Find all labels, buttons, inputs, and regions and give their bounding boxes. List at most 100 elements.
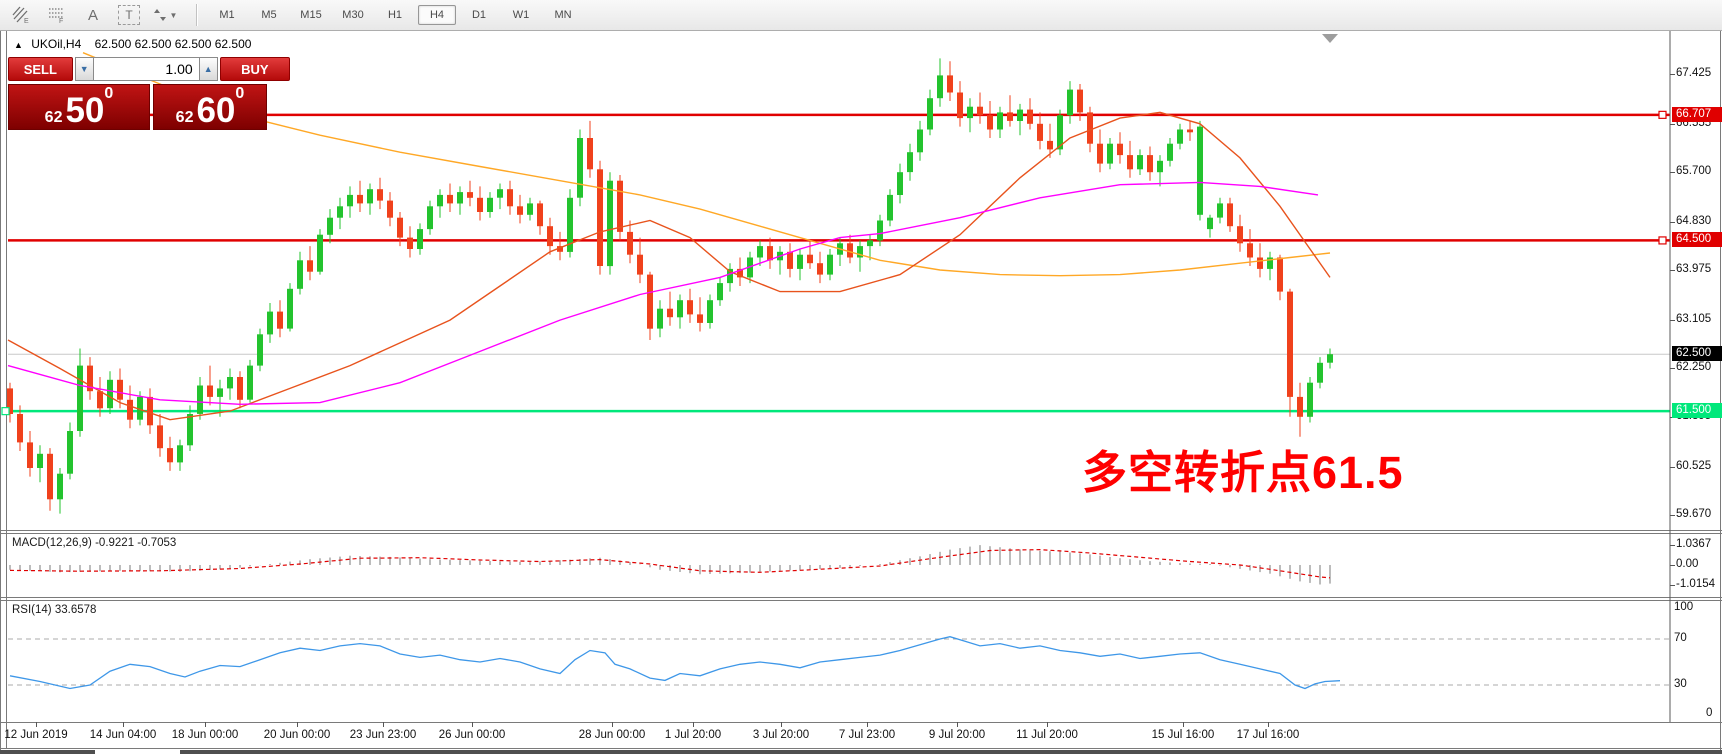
text-box-icon[interactable]: T (118, 5, 140, 25)
svg-text:E: E (24, 18, 29, 24)
candle-body (1187, 129, 1193, 133)
arrows-icon[interactable]: ▼ (146, 3, 184, 27)
candle-body (127, 399, 133, 420)
candle-body (507, 189, 513, 207)
timeframe-bar: M1 M5 M15 M30 H1 H4 D1 W1 MN (206, 5, 584, 25)
timeframe-button-h1[interactable]: H1 (387, 9, 403, 21)
candle-body (827, 254, 833, 275)
sell-button[interactable]: SELL (8, 57, 73, 81)
macd-label: MACD(12,26,9) -0.9221 -0.7053 (12, 537, 177, 549)
candle-body (1017, 109, 1023, 121)
buy-price-display[interactable]: 62 60 0 (153, 84, 267, 130)
candle-body (1037, 123, 1043, 141)
candle-body (387, 200, 393, 218)
candle-body (27, 442, 33, 468)
horizontal-scrollbar-thumb[interactable] (0, 750, 95, 754)
candle-body (1167, 143, 1173, 161)
candle-body (337, 206, 343, 218)
candle-body (737, 268, 743, 278)
candle-body (197, 385, 203, 414)
candle-body (157, 425, 163, 449)
buy-price-sup: 0 (235, 85, 245, 102)
volume-increase-button[interactable]: ▲ (198, 57, 218, 81)
rsi-label: RSI(14) 33.6578 (12, 604, 97, 616)
candle-body (797, 254, 803, 269)
candle-body (1327, 354, 1333, 363)
horizontal-scrollbar-track[interactable] (180, 750, 1722, 754)
scroll-to-end-icon[interactable] (1322, 34, 1338, 43)
symbol-title: UKOil,H4 (31, 37, 82, 51)
candle-body (437, 194, 443, 207)
timeframe-button-m30[interactable]: M30 (342, 9, 364, 21)
candle-body (727, 268, 733, 284)
window-left-border (0, 30, 1, 754)
candle-body (467, 192, 473, 198)
sell-price-base: 62 (44, 109, 63, 126)
collapse-arrow-icon[interactable]: ▲ (14, 40, 23, 50)
dropdown-caret-icon: ▼ (169, 10, 178, 20)
candle-body (1217, 203, 1223, 218)
rsi-line (9, 636, 1341, 690)
candle-body (307, 260, 313, 272)
candle-body (327, 217, 333, 235)
candle-body (547, 226, 553, 247)
candle-body (647, 274, 653, 329)
magenta-ma-line (7, 181, 1319, 406)
candle-body (857, 246, 863, 258)
pitchfork-icon[interactable]: E (6, 3, 36, 27)
toolbar: E F A T ▼ M1 M5 M15 M30 H1 H4 D1 W1 MN (0, 0, 1722, 31)
candle-body (917, 129, 923, 153)
buy-button[interactable]: BUY (219, 57, 290, 81)
candle-body (757, 246, 763, 258)
candle-body (37, 453, 43, 468)
candle-body (767, 246, 773, 261)
candle-body (1277, 257, 1283, 292)
rsi-splitter-bottom[interactable] (0, 600, 1722, 601)
scrollbar-border (0, 748, 1722, 749)
line-anchor (1658, 236, 1667, 245)
timeframe-button-m1[interactable]: M1 (219, 9, 235, 21)
volume-decrease-button[interactable]: ▼ (74, 57, 94, 81)
candle-body (1067, 89, 1073, 116)
timeframe-button-m5[interactable]: M5 (261, 9, 277, 21)
candle-body (1137, 155, 1143, 170)
timeframe-button-w1[interactable]: W1 (512, 9, 530, 21)
candle-body (617, 180, 623, 232)
chart-left-border (6, 30, 7, 748)
candle-body (317, 234, 323, 272)
candle-body (967, 106, 973, 119)
candle-body (1227, 203, 1233, 227)
timeframe-button-d1[interactable]: D1 (471, 9, 487, 21)
candle-body (237, 377, 243, 400)
candle-body (227, 377, 233, 389)
candle-body (907, 152, 913, 173)
candle-body (397, 217, 403, 238)
candle-body (167, 448, 173, 463)
candle-body (657, 308, 663, 329)
candle-body (1297, 396, 1303, 417)
candle-body (807, 254, 813, 264)
buy-price-big: 60 (196, 91, 236, 130)
candle-body (417, 229, 423, 249)
candle-body (77, 365, 83, 431)
candle-body (1127, 155, 1133, 170)
volume-input[interactable]: 1.00 (93, 57, 199, 81)
timeframe-button-h4[interactable]: H4 (418, 5, 456, 25)
macd-splitter-bottom[interactable] (0, 533, 1722, 534)
candle-body (1077, 89, 1083, 113)
candle-body (17, 414, 23, 443)
text-label-icon[interactable]: A (87, 6, 98, 24)
timeframe-button-m15[interactable]: M15 (300, 9, 322, 21)
rsi-splitter-top[interactable] (0, 597, 1722, 598)
fibonacci-icon[interactable]: F (42, 3, 72, 27)
candle-body (937, 75, 943, 99)
candle-body (497, 189, 503, 198)
candle-body (607, 180, 613, 267)
candle-body (277, 311, 283, 329)
candle-body (207, 385, 213, 397)
candle-body (1287, 291, 1293, 397)
timeframe-button-mn[interactable]: MN (554, 9, 572, 21)
sell-price-display[interactable]: 62 50 0 (8, 84, 150, 130)
macd-splitter-top[interactable] (0, 530, 1722, 531)
